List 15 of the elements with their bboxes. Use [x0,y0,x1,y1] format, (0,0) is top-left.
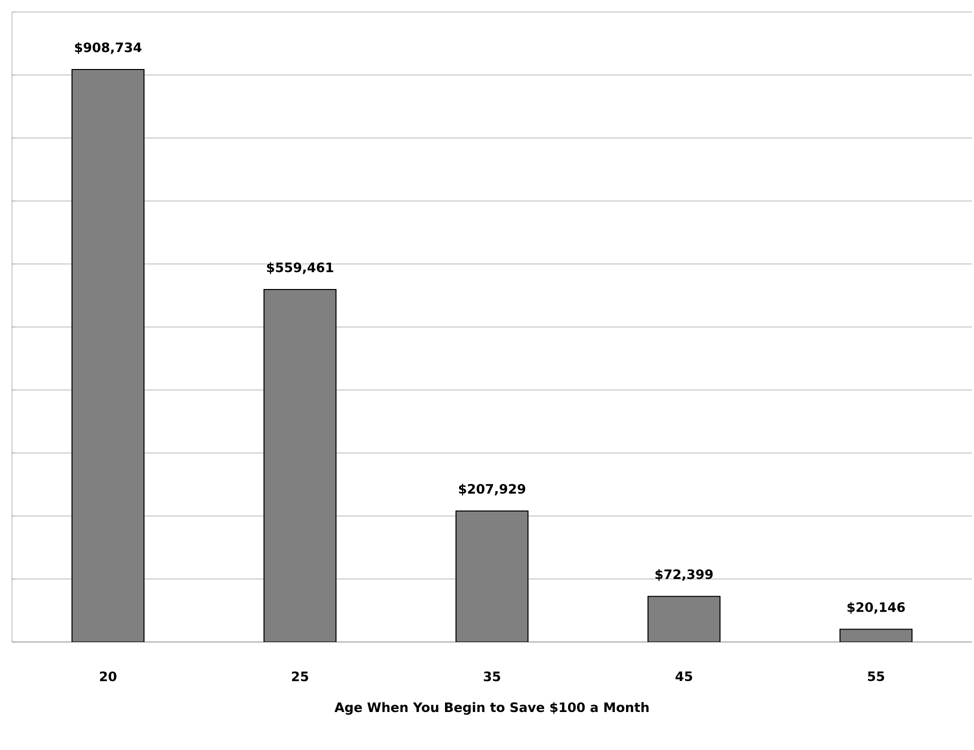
data-label: $20,146 [848,602,905,614]
x-axis-title: Age When You Begin to Save $100 a Month [334,702,649,715]
x-tick-label: 55 [868,672,884,682]
x-tick-label: 35 [484,672,500,682]
x-tick-label: 45 [676,672,692,682]
data-label: $559,461 [267,262,334,274]
bar [648,596,721,642]
data-label: $72,399 [656,569,713,581]
x-tick-label: 20 [100,672,116,682]
data-label: $207,929 [459,484,526,496]
bar [72,68,145,642]
data-label: $908,734 [75,42,142,54]
bar [456,510,529,642]
bar [264,289,337,642]
x-tick-label: 25 [292,672,308,682]
